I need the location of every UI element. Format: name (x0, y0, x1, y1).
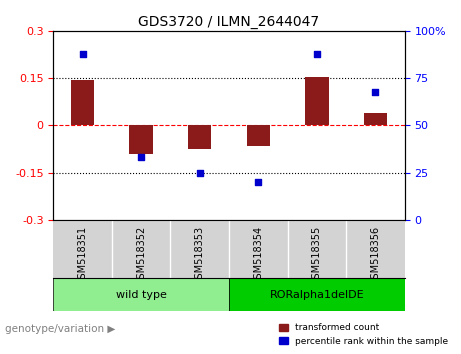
Bar (229, 278, 405, 311)
Text: GSM518355: GSM518355 (312, 225, 322, 285)
Bar (130, 125, 153, 154)
Point (254, 179, 262, 185)
Point (137, 155, 145, 160)
Bar (53, 278, 229, 311)
Text: GSM518353: GSM518353 (195, 225, 205, 285)
Bar (71, 80, 95, 125)
Bar (188, 125, 212, 149)
Text: RORalpha1delDE: RORalpha1delDE (270, 290, 364, 299)
Legend: transformed count, percentile rank within the sample: transformed count, percentile rank withi… (275, 320, 452, 349)
Bar (247, 125, 270, 146)
Text: wild type: wild type (116, 290, 166, 299)
Text: genotype/variation ▶: genotype/variation ▶ (5, 324, 115, 334)
Point (313, 51, 320, 57)
Text: GSM518352: GSM518352 (136, 225, 146, 285)
Text: GSM518356: GSM518356 (370, 225, 380, 285)
Text: GSM518354: GSM518354 (253, 225, 263, 285)
Point (196, 170, 203, 175)
Bar (305, 77, 329, 125)
Bar (364, 113, 387, 125)
Point (372, 89, 379, 95)
Title: GDS3720 / ILMN_2644047: GDS3720 / ILMN_2644047 (138, 15, 319, 29)
Text: GSM518351: GSM518351 (77, 225, 88, 285)
Point (79, 51, 86, 57)
